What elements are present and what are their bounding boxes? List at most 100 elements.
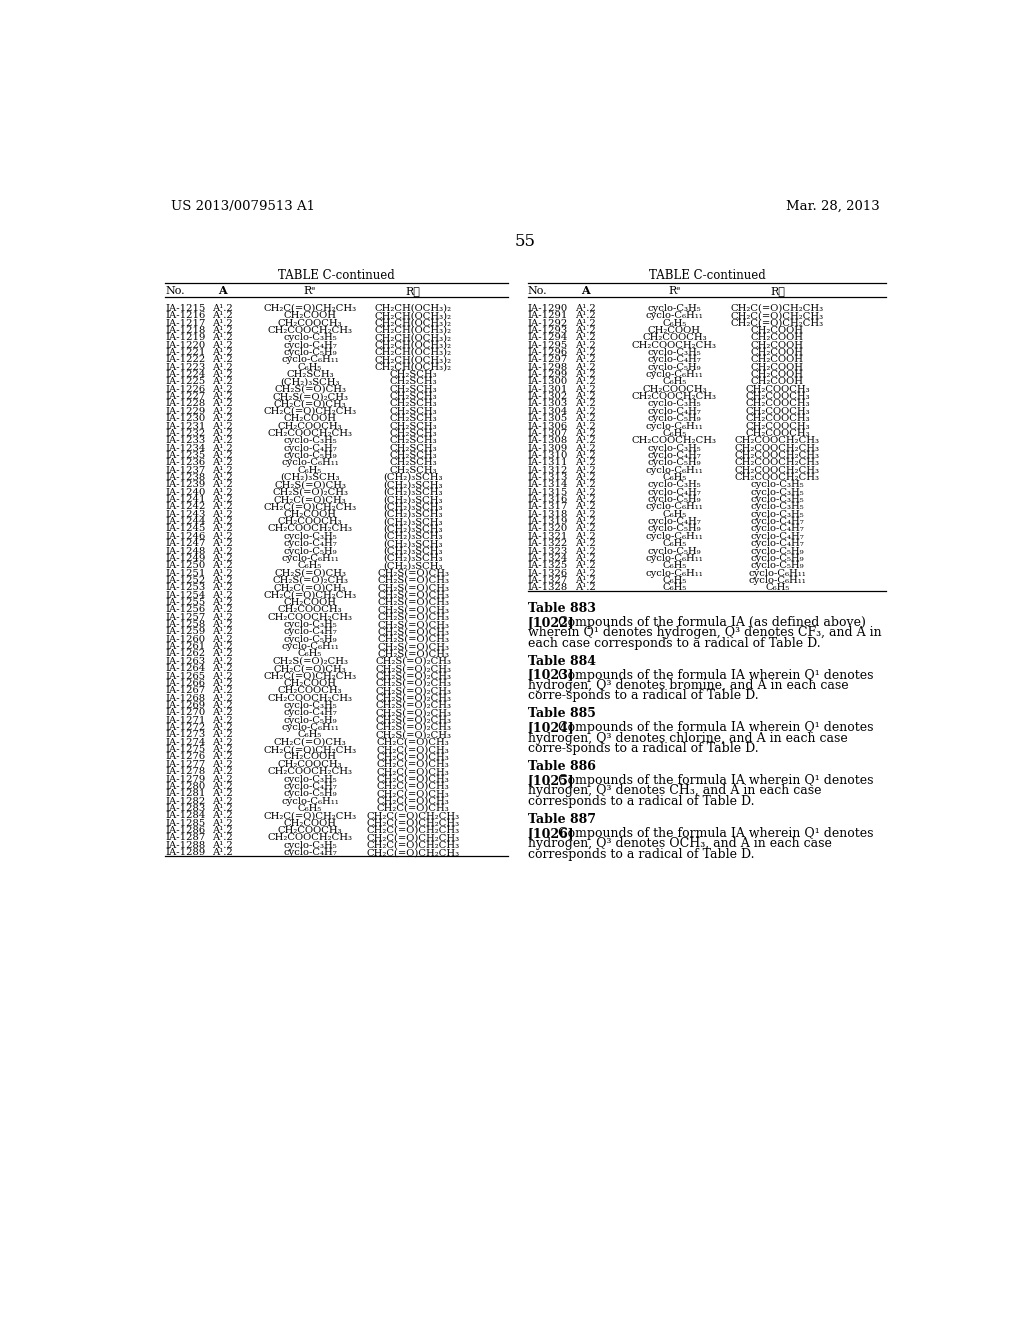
Text: IA-1251: IA-1251 [165,569,206,578]
Text: CH₂COOCH₂CH₃: CH₂COOCH₂CH₃ [267,693,352,702]
Text: CH₂CH(OCH₃)₂: CH₂CH(OCH₃)₂ [375,341,452,350]
Text: CH₂C(=O)CH₃: CH₂C(=O)CH₃ [377,752,450,762]
Text: CH₂COOH: CH₂COOH [751,363,804,372]
Text: IA-1232: IA-1232 [165,429,206,438]
Text: cyclo-C₆H₁₁: cyclo-C₆H₁₁ [749,576,806,585]
Text: cyclo-C₃H₅: cyclo-C₃H₅ [284,532,337,541]
Text: CH₂S(=O)CH₃: CH₂S(=O)CH₃ [274,569,346,578]
Text: A¹.2: A¹.2 [212,333,232,342]
Text: CH₂S(=O)CH₃: CH₂S(=O)CH₃ [377,590,450,599]
Text: cyclo-C₄H₇: cyclo-C₄H₇ [647,407,701,416]
Text: IA-1280: IA-1280 [165,781,206,791]
Text: A¹.2: A¹.2 [212,672,232,681]
Text: CH₂S(=O)₂CH₃: CH₂S(=O)₂CH₃ [375,701,452,710]
Text: IA-1297: IA-1297 [528,355,568,364]
Text: CH₂COOH: CH₂COOH [751,378,804,387]
Text: A¹.2: A¹.2 [212,326,232,335]
Text: A¹.2: A¹.2 [574,341,596,350]
Text: A¹.2: A¹.2 [212,715,232,725]
Text: A¹.2: A¹.2 [212,466,232,475]
Text: IA-1258: IA-1258 [165,620,206,630]
Text: CH₂CH(OCH₃)₂: CH₂CH(OCH₃)₂ [375,312,452,321]
Text: IA-1244: IA-1244 [165,517,206,527]
Text: IA-1249: IA-1249 [165,554,206,562]
Text: IA-1282: IA-1282 [165,796,206,805]
Text: IA-1299: IA-1299 [528,370,568,379]
Text: Compounds of the formula IA wherein Q¹ denotes: Compounds of the formula IA wherein Q¹ d… [554,721,873,734]
Text: CH₂COOCH₂CH₃: CH₂COOCH₂CH₃ [735,466,820,475]
Text: CH₂S(=O)CH₃: CH₂S(=O)CH₃ [274,480,346,490]
Text: IA-1277: IA-1277 [165,760,206,768]
Text: A¹.2: A¹.2 [574,421,596,430]
Text: IA-1315: IA-1315 [528,487,568,496]
Text: CH₂C(=O)CH₃: CH₂C(=O)CH₃ [377,775,450,784]
Text: A¹.2: A¹.2 [212,664,232,673]
Text: IA-1287: IA-1287 [165,833,206,842]
Text: CH₂S(=O)CH₃: CH₂S(=O)CH₃ [377,635,450,644]
Text: CH₂C(=O)CH₂CH₃: CH₂C(=O)CH₂CH₃ [731,318,824,327]
Text: IA-1324: IA-1324 [528,554,568,562]
Text: A¹.2: A¹.2 [212,804,232,813]
Text: cyclo-C₅H₉: cyclo-C₅H₉ [751,546,804,556]
Text: No.: No. [165,286,184,296]
Text: Rၦ: Rၦ [406,286,421,296]
Text: A¹.2: A¹.2 [212,421,232,430]
Text: IA-1269: IA-1269 [165,701,206,710]
Text: A¹.2: A¹.2 [212,730,232,739]
Text: IA-1316: IA-1316 [528,495,568,504]
Text: cyclo-C₄H₇: cyclo-C₄H₇ [751,532,804,541]
Text: IA-1233: IA-1233 [165,436,206,445]
Text: A: A [581,285,590,297]
Text: cyclo-C₅H₉: cyclo-C₅H₉ [751,561,804,570]
Text: cyclo-C₅H₉: cyclo-C₅H₉ [647,546,701,556]
Text: A¹.2: A¹.2 [212,789,232,799]
Text: A¹.2: A¹.2 [574,487,596,496]
Text: CH₂SCH₃: CH₂SCH₃ [389,414,437,424]
Text: A¹.2: A¹.2 [212,546,232,556]
Text: (CH₂)₃SCH₃: (CH₂)₃SCH₃ [383,480,443,490]
Text: A¹.2: A¹.2 [212,304,232,313]
Text: cyclo-C₅H₉: cyclo-C₅H₉ [284,451,337,459]
Text: A¹.2: A¹.2 [212,554,232,562]
Text: cyclo-C₃H₅: cyclo-C₃H₅ [647,304,701,313]
Text: cyclo-C₆H₁₁: cyclo-C₆H₁₁ [282,723,339,733]
Text: corresponds to a radical of Table D.: corresponds to a radical of Table D. [528,795,755,808]
Text: Compounds of the formula IA wherein Q¹ denotes: Compounds of the formula IA wherein Q¹ d… [554,774,873,787]
Text: A¹.2: A¹.2 [574,576,596,585]
Text: CH₂SCH₃: CH₂SCH₃ [389,378,437,387]
Text: A¹.2: A¹.2 [212,318,232,327]
Text: CH₂S(=O)₂CH₃: CH₂S(=O)₂CH₃ [375,693,452,702]
Text: A¹.2: A¹.2 [212,341,232,350]
Text: (CH₂)₃SCH₃: (CH₂)₃SCH₃ [383,539,443,548]
Text: IA-1308: IA-1308 [528,436,568,445]
Text: CH₂S(=O)₂CH₃: CH₂S(=O)₂CH₃ [272,392,348,401]
Text: IA-1293: IA-1293 [528,326,568,335]
Text: IA-1290: IA-1290 [528,304,568,313]
Text: A¹.2: A¹.2 [212,693,232,702]
Text: CH₂C(=O)CH₃: CH₂C(=O)CH₃ [377,738,450,747]
Text: CH₂C(=O)CH₂CH₃: CH₂C(=O)CH₂CH₃ [263,672,356,681]
Text: wherein Q¹ denotes hydrogen, Q³ denotes CF₃, and A in: wherein Q¹ denotes hydrogen, Q³ denotes … [528,626,882,639]
Text: IA-1272: IA-1272 [165,723,206,733]
Text: Mar. 28, 2013: Mar. 28, 2013 [786,199,880,213]
Text: A¹.2: A¹.2 [574,510,596,519]
Text: IA-1225: IA-1225 [165,378,206,387]
Text: cyclo-C₆H₁₁: cyclo-C₆H₁₁ [645,503,703,511]
Text: A¹.2: A¹.2 [574,495,596,504]
Text: IA-1295: IA-1295 [528,341,568,350]
Text: cyclo-C₃H₅: cyclo-C₃H₅ [284,620,337,630]
Text: IA-1223: IA-1223 [165,363,206,372]
Text: IA-1235: IA-1235 [165,451,206,459]
Text: IA-1291: IA-1291 [528,312,568,321]
Text: IA-1311: IA-1311 [528,458,568,467]
Text: CH₂COOCH₂CH₃: CH₂COOCH₂CH₃ [267,326,352,335]
Text: [1024]: [1024] [528,721,574,734]
Text: Rᵉ: Rᵉ [304,286,316,296]
Text: cyclo-C₄H₇: cyclo-C₄H₇ [647,517,701,527]
Text: IA-1230: IA-1230 [165,414,206,424]
Text: CH₂C(=O)CH₃: CH₂C(=O)CH₃ [377,804,450,813]
Text: CH₂S(=O)₂CH₃: CH₂S(=O)₂CH₃ [272,657,348,665]
Text: A¹.2: A¹.2 [212,495,232,504]
Text: IA-1306: IA-1306 [528,421,568,430]
Text: A¹.2: A¹.2 [212,451,232,459]
